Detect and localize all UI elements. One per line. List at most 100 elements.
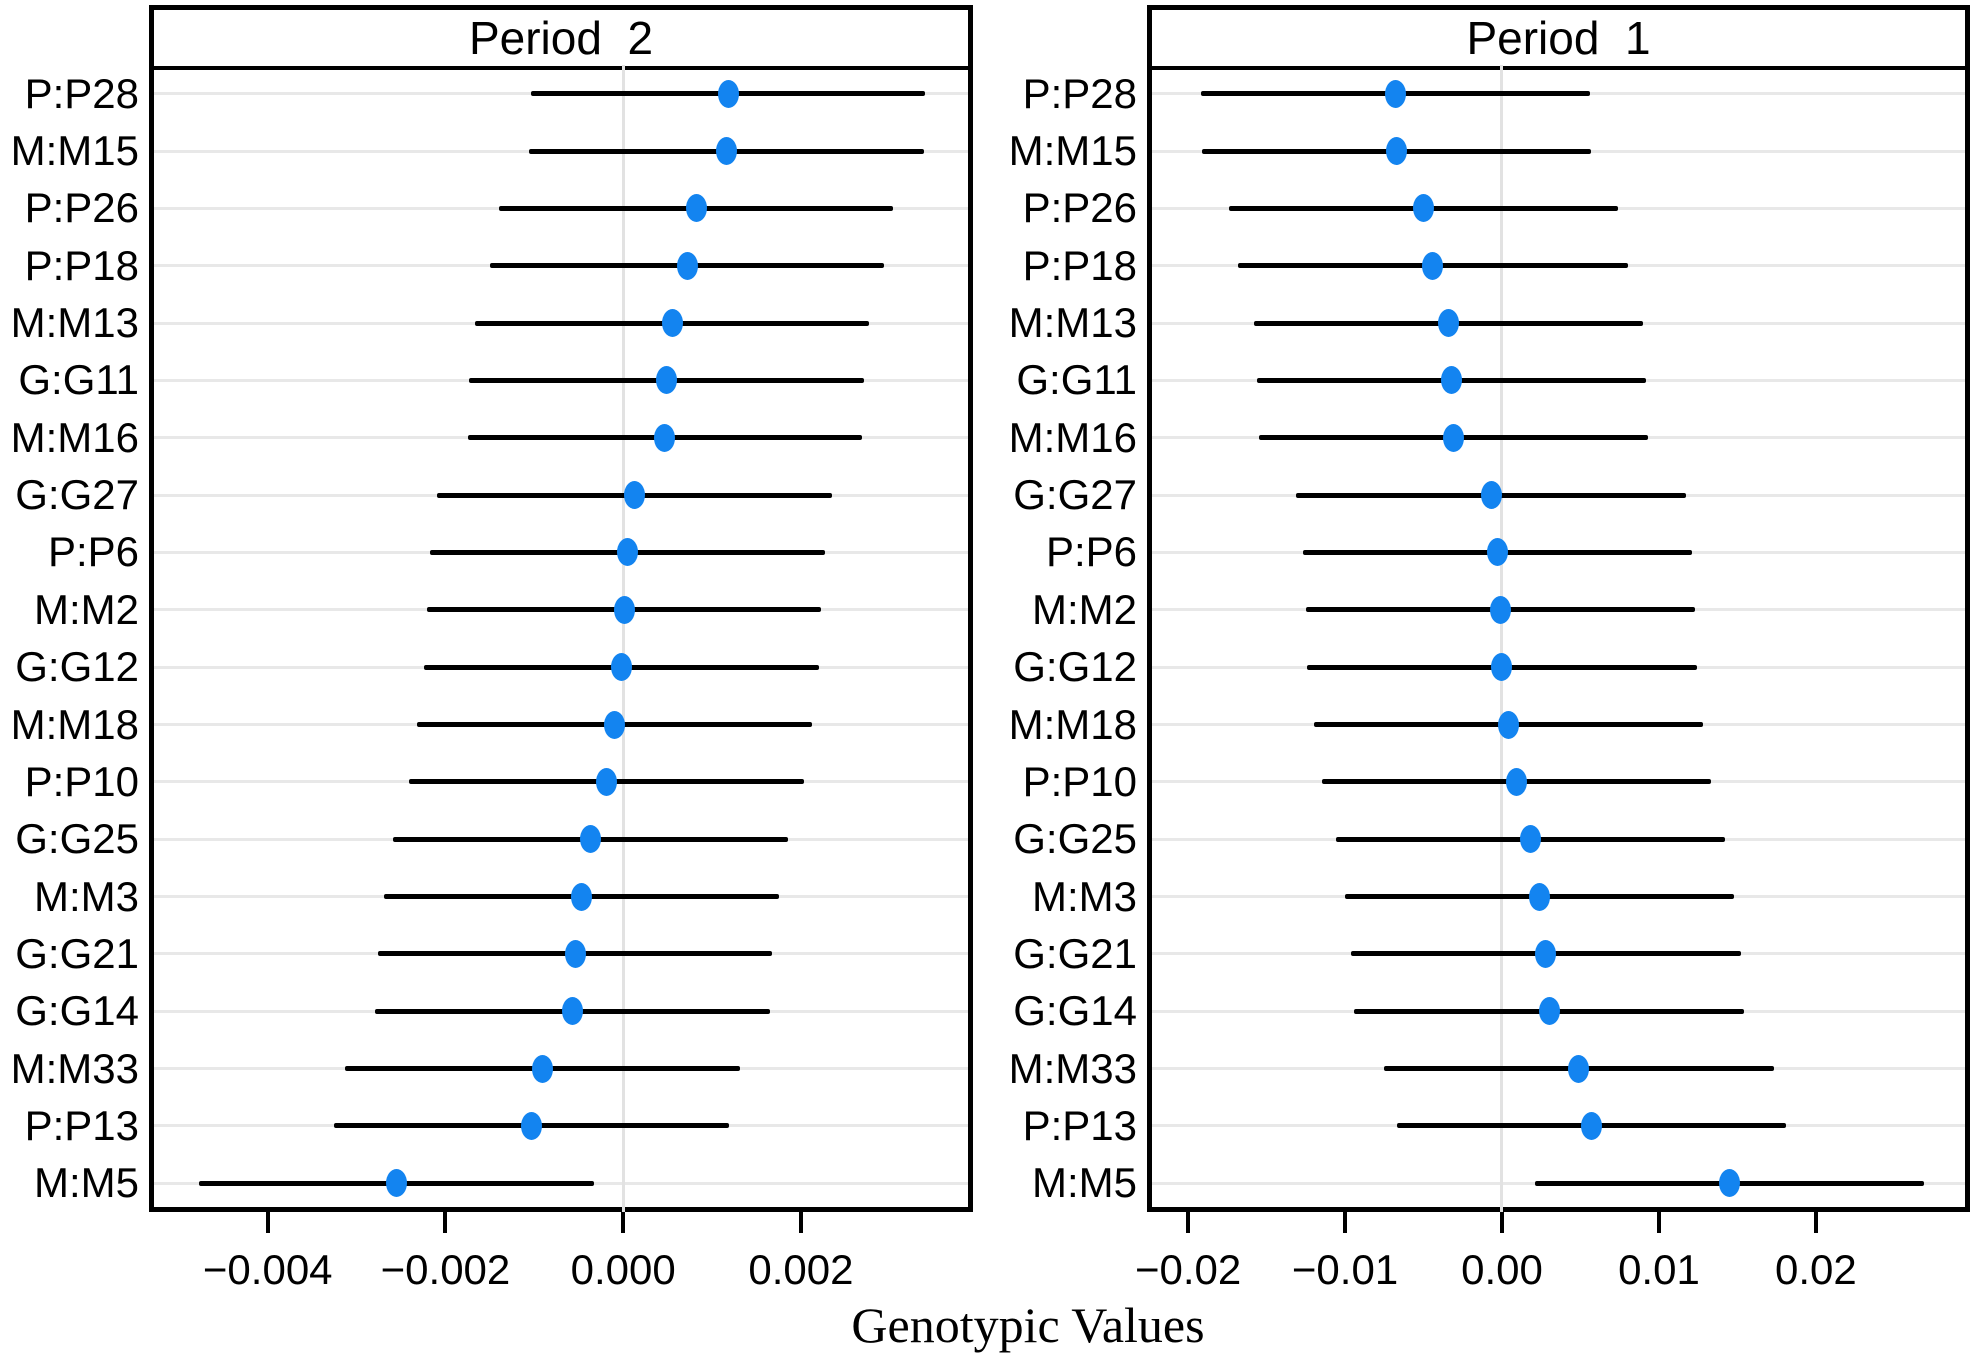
zero-gridline [1500,65,1504,1212]
y-label-P:P28: P:P28 [1022,69,1137,117]
dot-G:G14 [1538,997,1560,1026]
dot-M:M3 [570,882,592,911]
y-label-P:P28: P:P28 [24,69,139,117]
dot-M:M13 [661,309,683,338]
y-label-M:M18: M:M18 [1008,700,1137,748]
dot-P:P6 [1486,538,1508,567]
x-tick [621,1212,626,1233]
dot-M:M5 [1719,1169,1741,1198]
y-label-M:M18: M:M18 [10,700,139,748]
dot-G:G27 [1480,481,1502,510]
dot-M:M15 [1386,137,1408,166]
y-label-M:M33: M:M33 [1008,1044,1137,1092]
y-label-P:P26: P:P26 [24,184,139,232]
dot-G:G25 [579,825,601,854]
y-label-G:G25: G:G25 [15,815,139,863]
dot-M:M2 [1489,595,1511,624]
dot-M:M33 [531,1054,553,1083]
panel-title-band-period-2: Period 2 [154,10,968,70]
y-label-P:P18: P:P18 [1022,241,1137,289]
dot-G:G21 [564,939,586,968]
y-label-G:G27: G:G27 [15,471,139,519]
y-label-M:M16: M:M16 [10,413,139,461]
y-label-M:M16: M:M16 [1008,413,1137,461]
dot-P:P26 [1413,194,1435,223]
y-label-M:M13: M:M13 [10,299,139,347]
dot-M:M16 [1442,423,1464,452]
y-label-M:M13: M:M13 [1008,299,1137,347]
panel-title-period-2: Period 2 [468,12,654,64]
y-label-G:G11: G:G11 [18,356,139,404]
dot-M:M18 [603,710,625,739]
y-label-P:P13: P:P13 [24,1101,139,1149]
dot-P:P6 [617,538,639,567]
y-label-G:G11: G:G11 [1016,356,1137,404]
x-tick-label: 0.000 [570,1246,676,1293]
dot-G:G21 [1535,939,1557,968]
y-label-M:M33: M:M33 [10,1044,139,1092]
dot-M:M16 [654,423,676,452]
y-label-M:M15: M:M15 [10,127,139,175]
x-tick [1499,1212,1504,1233]
x-tick-label: −0.02 [1134,1246,1242,1293]
dot-G:G12 [1491,653,1513,682]
dot-P:P18 [1422,251,1444,280]
y-label-M:M2: M:M2 [34,585,139,633]
dot-M:M13 [1438,309,1460,338]
dot-P:P28 [1384,79,1406,108]
y-label-M:M3: M:M3 [1032,872,1137,920]
dot-G:G11 [1441,366,1463,395]
dot-P:P13 [1580,1111,1602,1140]
dot-G:G25 [1519,825,1541,854]
dot-P:P13 [521,1111,543,1140]
panel-title-band-period-1: Period 1 [1152,10,1965,70]
y-label-P:P6: P:P6 [47,528,139,576]
y-label-G:G21: G:G21 [15,929,139,977]
y-label-P:P10: P:P10 [1022,757,1137,805]
x-tick [1656,1212,1661,1233]
y-label-M:M5: M:M5 [34,1159,139,1207]
y-label-P:P26: P:P26 [1022,184,1137,232]
dot-P:P18 [676,251,698,280]
y-label-M:M3: M:M3 [34,872,139,920]
dot-G:G27 [624,481,646,510]
x-tick-label: −0.002 [380,1246,511,1293]
dot-G:G14 [562,997,584,1026]
x-tick [265,1212,270,1233]
y-label-P:P13: P:P13 [1022,1101,1137,1149]
y-label-G:G12: G:G12 [1013,643,1137,691]
dot-P:P28 [717,79,739,108]
dot-P:P10 [595,767,617,796]
dot-M:M2 [613,595,635,624]
dot-M:M3 [1529,882,1551,911]
x-tick-label: 0.02 [1775,1246,1857,1293]
panel-title-period-1: Period 1 [1466,12,1651,64]
y-label-G:G14: G:G14 [15,987,139,1035]
y-label-P:P10: P:P10 [24,757,139,805]
dot-G:G11 [656,366,678,395]
dot-M:M15 [715,137,737,166]
y-label-P:P6: P:P6 [1045,528,1137,576]
dot-M:M18 [1497,710,1519,739]
y-label-G:G14: G:G14 [1013,987,1137,1035]
dot-M:M5 [386,1169,408,1198]
y-label-M:M2: M:M2 [1032,585,1137,633]
y-label-G:G12: G:G12 [15,643,139,691]
x-tick-label: −0.004 [202,1246,333,1293]
x-tick-label: 0.01 [1618,1246,1700,1293]
x-tick [1813,1212,1818,1233]
x-tick-label: 0.00 [1461,1246,1543,1293]
x-tick-label: 0.002 [748,1246,854,1293]
y-label-G:G27: G:G27 [1013,471,1137,519]
y-label-G:G25: G:G25 [1013,815,1137,863]
x-tick [798,1212,803,1233]
x-tick [1343,1212,1348,1233]
y-label-M:M5: M:M5 [1032,1159,1137,1207]
zero-gridline [621,65,625,1212]
dot-P:P26 [685,194,707,223]
x-tick-label: −0.01 [1291,1246,1399,1293]
dot-G:G12 [610,653,632,682]
y-label-P:P18: P:P18 [24,241,139,289]
